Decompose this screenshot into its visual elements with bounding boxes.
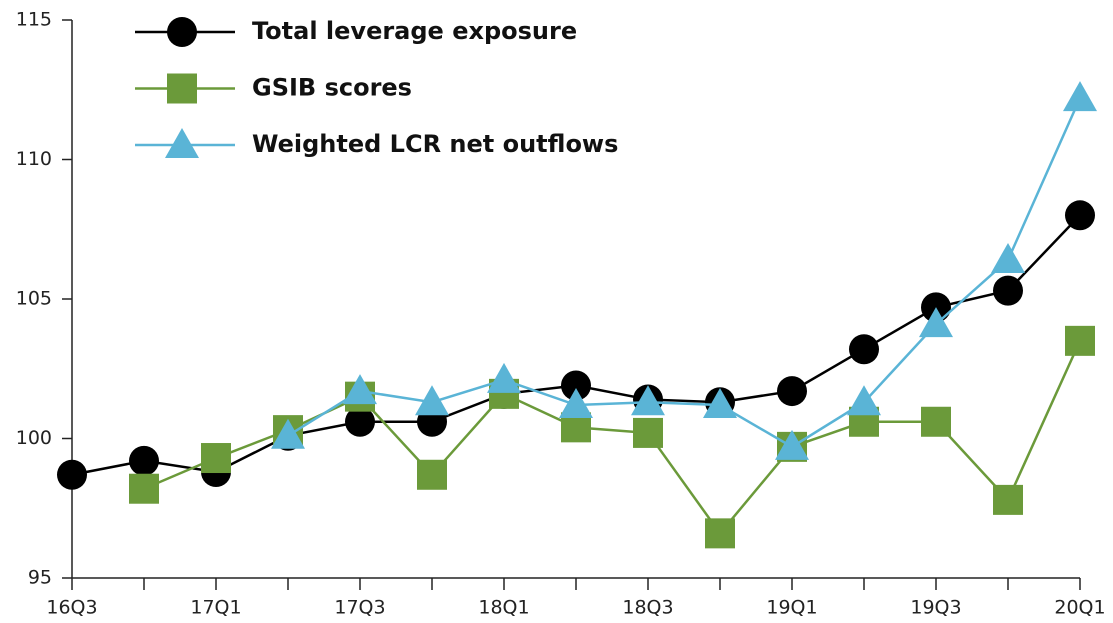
legend-label: Weighted LCR net outflows (252, 130, 618, 158)
x-tick-label: 18Q3 (622, 597, 673, 619)
marker (1063, 81, 1097, 112)
marker (271, 418, 305, 449)
x-tick-label: 16Q3 (46, 597, 97, 619)
marker (345, 406, 375, 437)
marker (561, 370, 591, 401)
marker (201, 443, 231, 474)
marker (631, 385, 665, 416)
marker (775, 429, 809, 460)
marker (415, 385, 449, 416)
marker (705, 518, 735, 549)
y-tick-label: 110 (16, 148, 52, 170)
marker (919, 307, 953, 338)
x-tick-label: 19Q3 (910, 597, 961, 619)
legend-marker (167, 17, 197, 47)
marker (703, 388, 737, 419)
marker (1065, 325, 1095, 356)
marker (847, 385, 881, 416)
x-tick-label: 17Q1 (190, 597, 241, 619)
legend-marker (165, 128, 199, 158)
marker (993, 275, 1023, 306)
marker (921, 406, 951, 437)
marker (57, 459, 87, 490)
x-tick-label: 19Q1 (766, 597, 817, 619)
marker (849, 334, 879, 365)
y-tick-label: 115 (16, 9, 52, 31)
legend-label: GSIB scores (252, 74, 412, 102)
marker (559, 388, 593, 419)
marker (487, 362, 521, 393)
marker (417, 459, 447, 490)
marker (129, 445, 159, 476)
legend-label: Total leverage exposure (252, 17, 577, 45)
marker (777, 376, 807, 407)
x-tick-label: 18Q1 (478, 597, 529, 619)
series-line (287, 97, 1082, 449)
x-tick-label: 20Q1 (1054, 597, 1105, 619)
y-tick-label: 95 (28, 567, 52, 589)
y-tick-label: 100 (16, 427, 52, 449)
y-tick-label: 105 (16, 288, 52, 310)
legend-marker (167, 73, 197, 104)
marker (129, 473, 159, 504)
marker (343, 374, 377, 405)
marker (1065, 200, 1095, 231)
x-tick-label: 17Q3 (334, 597, 385, 619)
marker (633, 417, 663, 448)
marker (993, 484, 1023, 515)
marker (991, 242, 1025, 273)
